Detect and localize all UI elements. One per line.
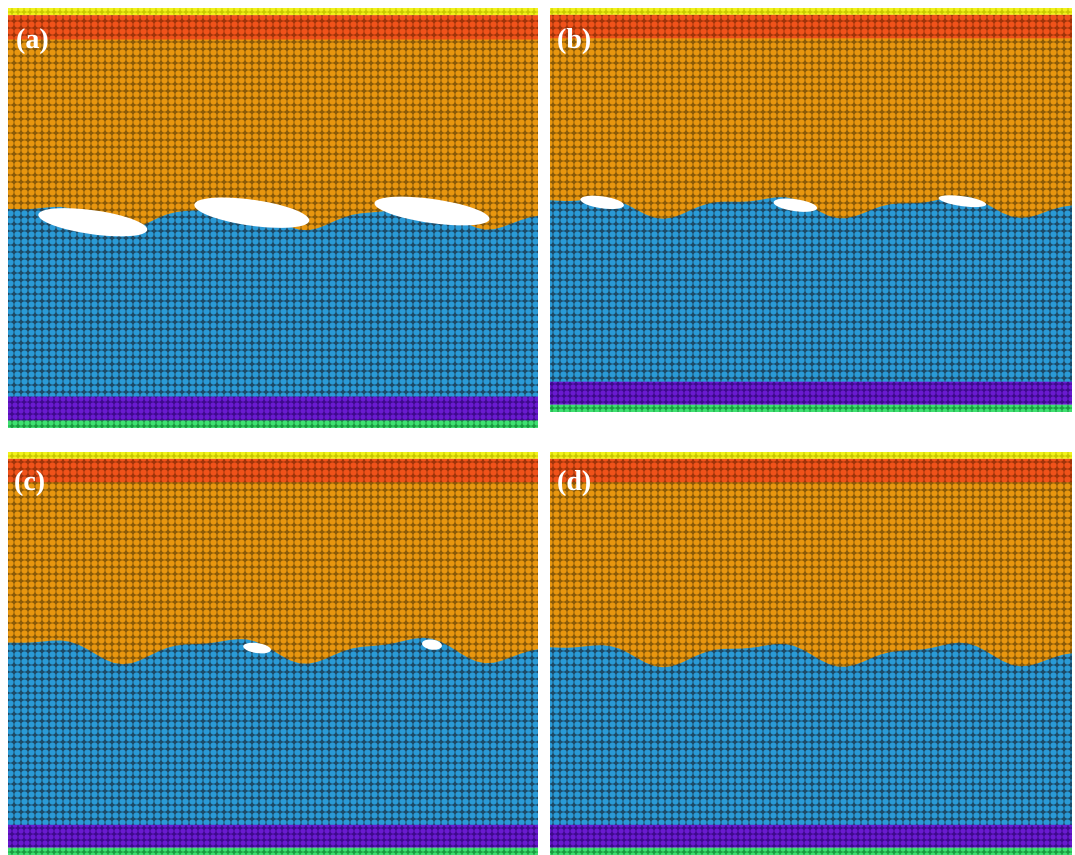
green-layer	[550, 405, 1072, 412]
blue-layer	[8, 204, 538, 403]
yellow-layer	[550, 452, 1072, 459]
purple-layer	[8, 397, 538, 421]
green-layer	[8, 848, 538, 855]
panels	[8, 8, 1072, 855]
red-layer	[8, 459, 538, 482]
figure: (a) (b) (c) (d)	[0, 0, 1075, 855]
yellow-layer	[550, 8, 1072, 15]
yellow-layer	[8, 8, 538, 15]
red-layer	[550, 15, 1072, 38]
red-layer	[550, 459, 1072, 482]
purple-layer	[550, 825, 1072, 848]
blue-layer	[550, 196, 1072, 388]
purple-layer	[8, 825, 538, 848]
panel-label: (c)	[14, 466, 45, 497]
panel-label: (d)	[557, 466, 591, 497]
simulation-panel	[8, 452, 538, 855]
blue-layer	[8, 638, 538, 831]
red-layer	[8, 15, 538, 39]
purple-layer	[550, 382, 1072, 405]
panel-label: (b)	[557, 24, 591, 55]
yellow-layer	[8, 452, 538, 459]
panel-label: (a)	[16, 24, 49, 55]
simulation-panel	[550, 8, 1072, 412]
simulation-panel	[8, 8, 538, 428]
simulation-panel	[550, 452, 1072, 855]
green-layer	[8, 420, 538, 428]
green-layer	[550, 848, 1072, 855]
blue-layer	[550, 643, 1072, 831]
